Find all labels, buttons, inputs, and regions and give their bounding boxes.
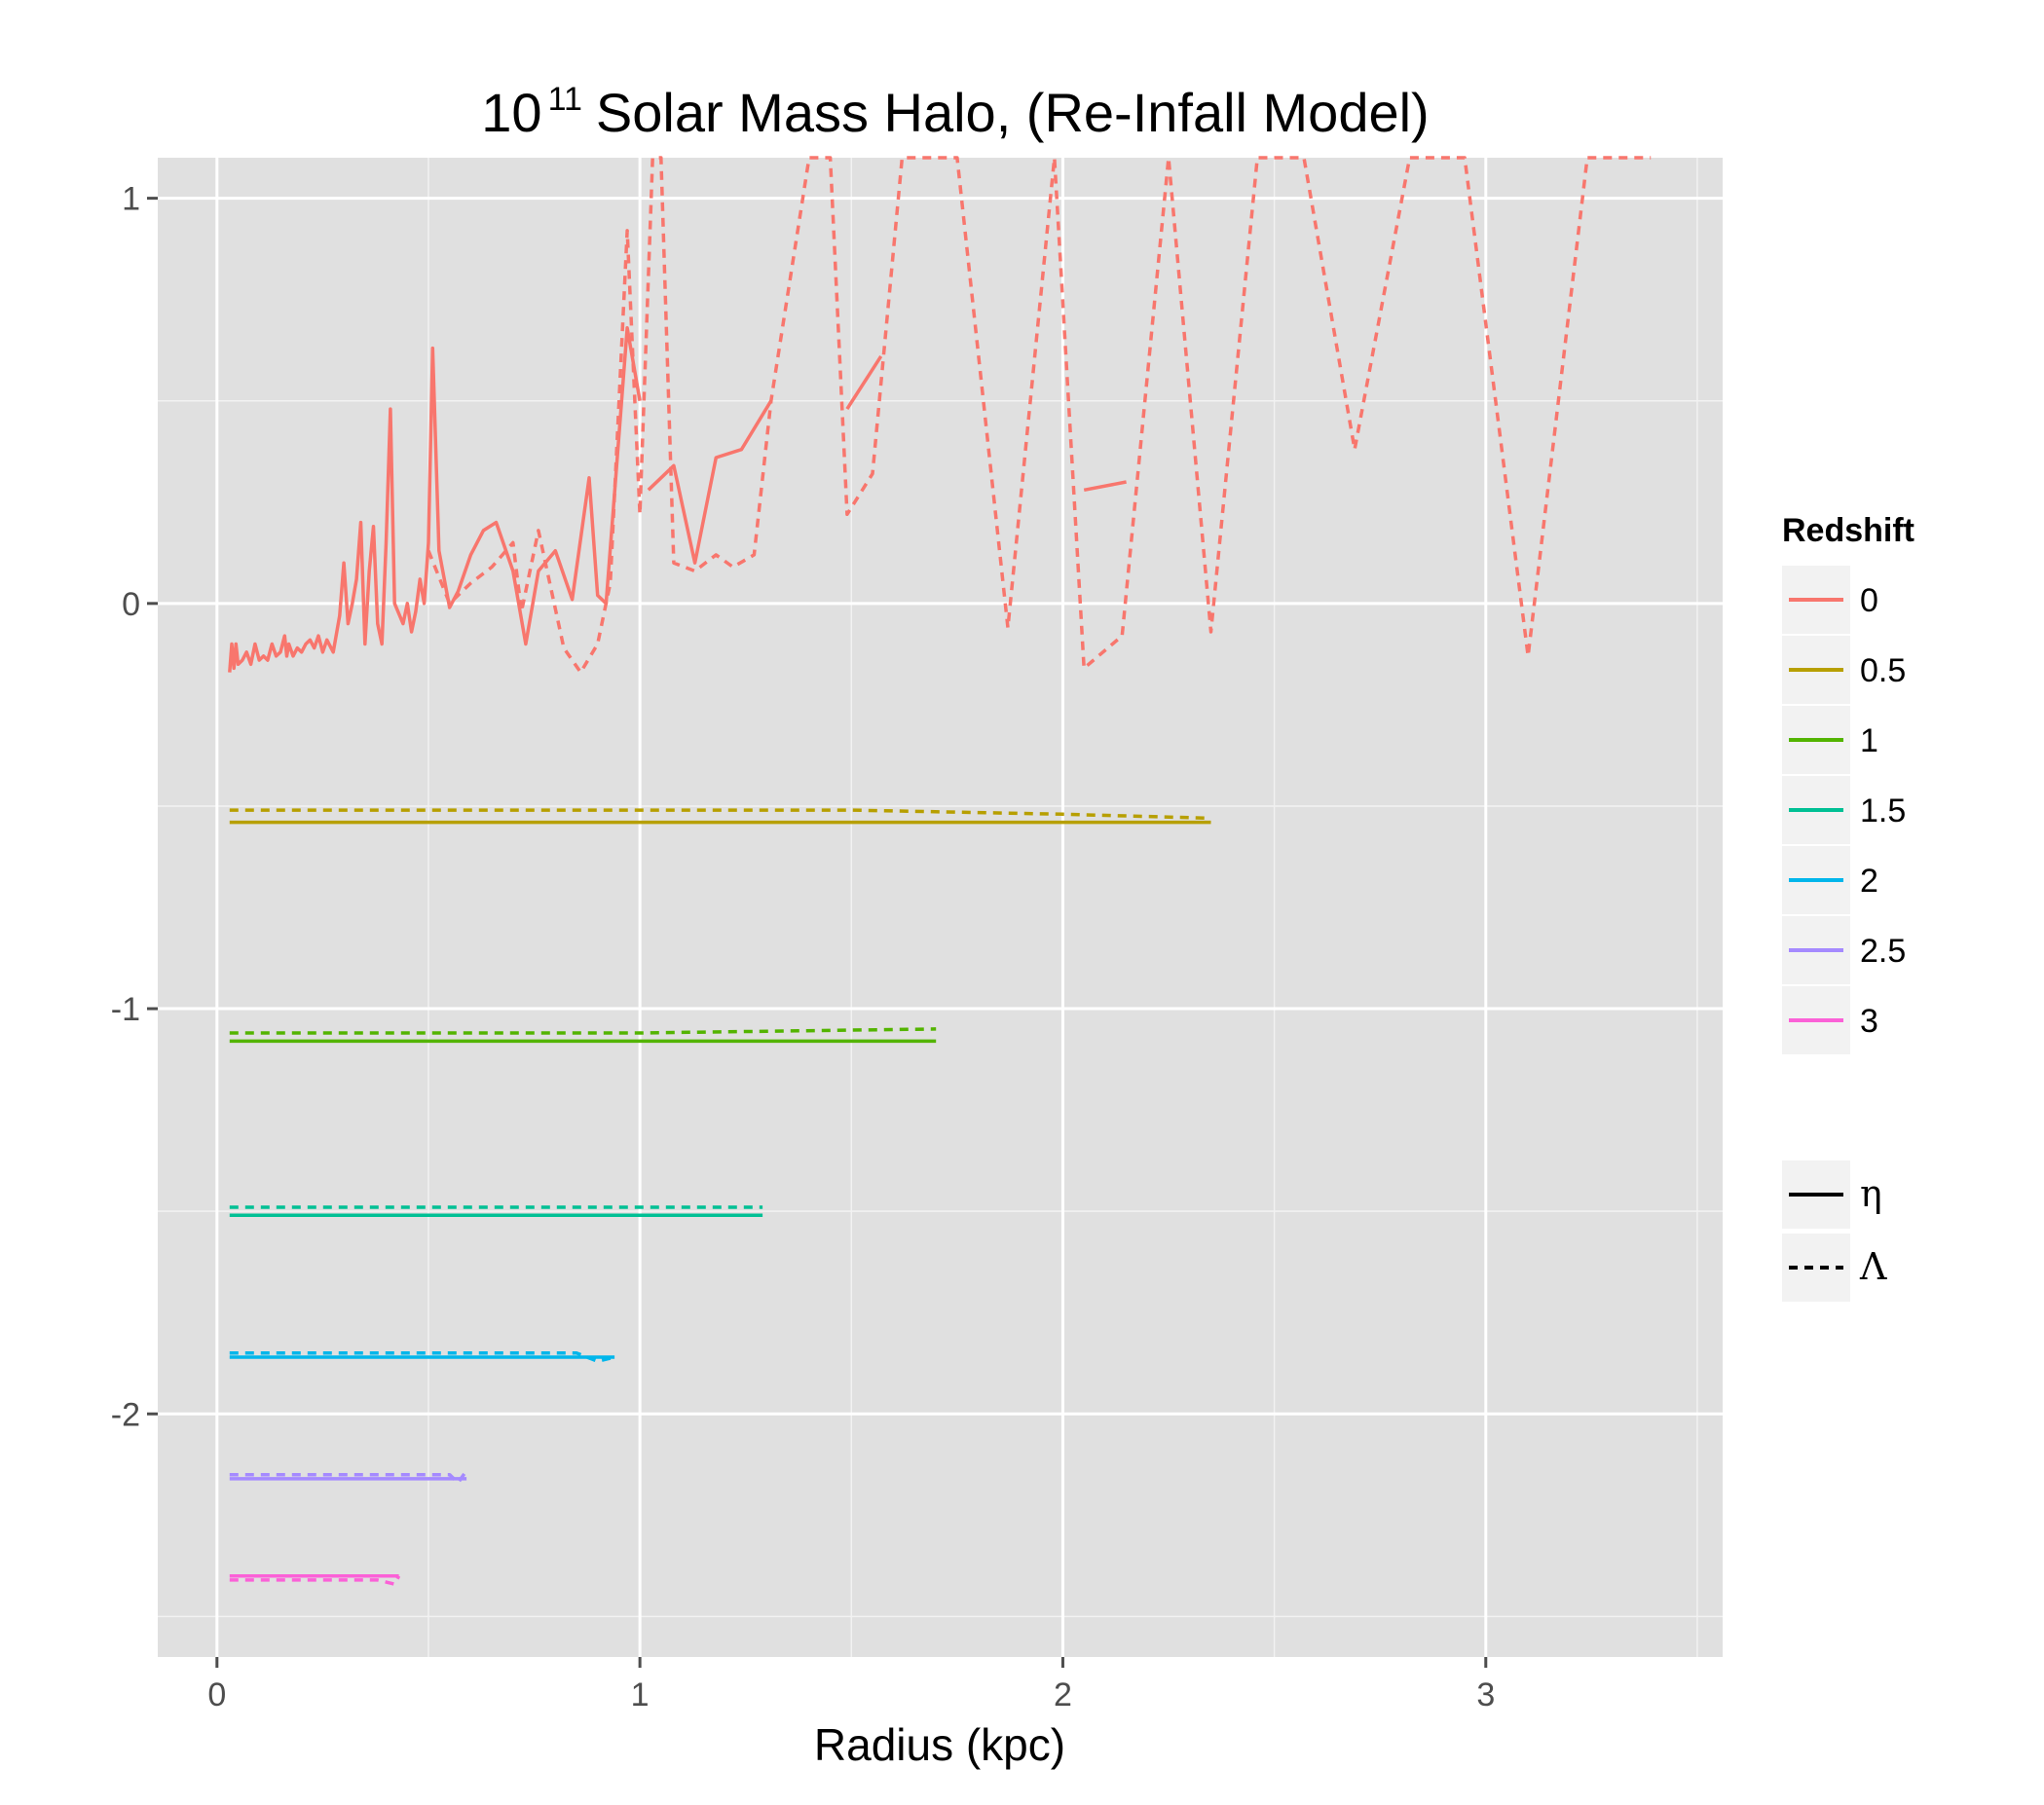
chart-title: 10 11 Solar Mass Halo, (Re-Infall Model) — [481, 81, 1429, 143]
y-axis: 1 0 -1 -2 — [111, 181, 158, 1433]
series-z1-lambda-line — [229, 1027, 937, 1035]
legend-color-items: 0 0.5 1 1.5 2 2.5 3 — [1782, 566, 1906, 1054]
y-tick-label: -2 — [111, 1396, 140, 1433]
y-tick-label: 0 — [122, 586, 140, 623]
legend-label: 2 — [1860, 863, 1878, 900]
title-base: 10 — [481, 82, 541, 143]
plot-panel — [158, 158, 1723, 1657]
legend-label: 1 — [1860, 722, 1878, 759]
series-z0-lambda-line — [427, 156, 1652, 675]
legend-label: Λ — [1859, 1245, 1887, 1288]
x-axis: 0 1 2 3 — [207, 1657, 1495, 1713]
series-layer — [228, 156, 1652, 1586]
legend-label: 0.5 — [1860, 652, 1906, 689]
series-z2-lambda-line — [229, 1351, 615, 1363]
legend-title: Redshift — [1782, 512, 1914, 549]
legend-linetype-items: ηΛ — [1782, 1160, 1887, 1302]
x-tick-label: 1 — [631, 1676, 650, 1713]
legend: Redshift 0 0.5 1 1.5 2 2.5 3 ηΛ — [1782, 512, 1914, 1302]
series-z0-eta-line — [1083, 480, 1127, 493]
grid-major — [158, 158, 1723, 1657]
x-tick-label: 3 — [1476, 1676, 1495, 1713]
x-tick-label: 0 — [207, 1676, 226, 1713]
legend-label: 0 — [1860, 582, 1878, 619]
legend-label: η — [1860, 1172, 1882, 1215]
series-z3-lambda-line — [229, 1574, 401, 1586]
y-tick-label: 1 — [122, 181, 140, 218]
series-z0-eta-line — [845, 354, 883, 411]
legend-label: 1.5 — [1860, 792, 1906, 829]
x-axis-title: Radius (kpc) — [814, 1719, 1065, 1770]
legend-label: 2.5 — [1860, 933, 1906, 970]
y-tick-label: -1 — [111, 991, 140, 1028]
legend-label: 3 — [1860, 1003, 1878, 1040]
title-rest: Solar Mass Halo, (Re-Infall Model) — [596, 82, 1430, 143]
series-z0-eta-line — [228, 326, 642, 673]
x-tick-label: 2 — [1054, 1676, 1072, 1713]
title-exponent: 11 — [548, 81, 582, 118]
series-z2_5-lambda-line — [229, 1469, 468, 1485]
series-z0_5-lambda-line — [229, 808, 1211, 821]
grid-minor — [158, 158, 1723, 1657]
